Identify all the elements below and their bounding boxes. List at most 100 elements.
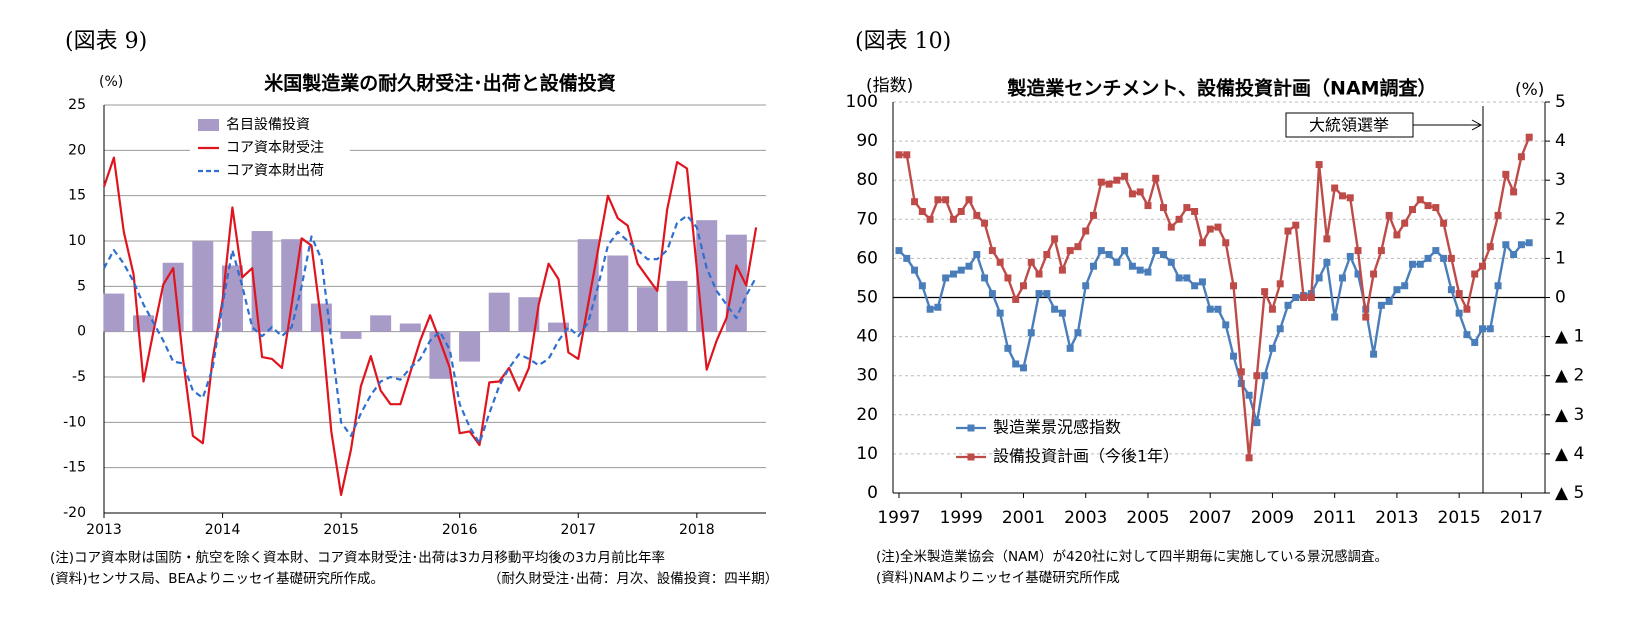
marker	[1455, 309, 1463, 317]
marker	[973, 250, 981, 258]
y2-tick-label: 3	[1555, 170, 1566, 190]
marker	[1377, 301, 1385, 309]
marker	[1408, 260, 1416, 268]
marker	[1338, 274, 1346, 282]
marker	[1315, 274, 1323, 282]
marker	[1284, 301, 1292, 309]
marker	[903, 151, 911, 159]
marker	[1401, 282, 1409, 290]
x-tick-label: 2015	[323, 522, 359, 538]
marker	[1222, 321, 1230, 329]
marker	[981, 219, 989, 227]
marker	[1315, 161, 1323, 169]
marker	[981, 274, 989, 282]
marker	[1463, 331, 1471, 339]
y-tick-label: 10	[68, 233, 86, 249]
marker	[1214, 223, 1222, 231]
marker	[965, 262, 973, 270]
marker	[1136, 266, 1144, 274]
marker	[1525, 239, 1533, 247]
bar	[548, 322, 570, 332]
marker	[1198, 278, 1206, 286]
marker	[957, 266, 965, 274]
bar	[607, 255, 629, 332]
y-tick-label: 60	[856, 248, 878, 268]
marker	[949, 215, 957, 223]
marker	[1455, 290, 1463, 298]
figure-label: (図表 10)	[855, 29, 951, 54]
marker	[918, 207, 926, 215]
bar	[370, 315, 392, 332]
marker	[1479, 325, 1486, 333]
marker	[1346, 194, 1354, 202]
marker	[1167, 258, 1175, 266]
marker	[1035, 290, 1043, 298]
series-line	[103, 214, 758, 445]
marker	[949, 270, 957, 278]
marker	[911, 198, 919, 206]
marker	[1268, 344, 1276, 352]
marker	[988, 290, 996, 298]
marker	[1019, 364, 1027, 372]
y-tick-label: 90	[856, 131, 878, 151]
marker	[1097, 178, 1105, 186]
x-tick-label: 2013	[1375, 508, 1418, 528]
marker	[1090, 211, 1097, 219]
y-tick-label: -10	[63, 414, 86, 430]
marker	[1074, 243, 1082, 251]
marker	[1043, 290, 1051, 298]
marker	[1175, 274, 1183, 282]
bar	[192, 241, 214, 332]
marker	[1113, 176, 1121, 184]
marker	[1393, 231, 1401, 239]
marker	[1066, 247, 1074, 255]
y-tick-label: 40	[856, 327, 878, 347]
y2-tick-label: 1	[1555, 248, 1566, 268]
marker	[1230, 282, 1238, 290]
bar	[221, 265, 243, 332]
x-tick-label: 2009	[1251, 508, 1294, 528]
bar	[399, 323, 421, 332]
marker	[1447, 254, 1455, 262]
marker	[1253, 372, 1261, 380]
marker	[1090, 262, 1097, 270]
marker	[934, 196, 942, 204]
marker	[1175, 215, 1183, 223]
x-tick-label: 1997	[877, 508, 920, 528]
marker	[1494, 211, 1502, 219]
marker	[1486, 325, 1494, 333]
marker	[1012, 360, 1020, 368]
bar	[577, 239, 599, 332]
marker	[1370, 350, 1378, 358]
y2-tick-label: 5	[1555, 92, 1566, 112]
marker	[996, 258, 1004, 266]
marker	[1440, 219, 1448, 227]
legend-label: 製造業景況感指数	[993, 418, 1121, 437]
marker	[1043, 250, 1051, 258]
marker	[1424, 202, 1432, 210]
marker	[1082, 282, 1090, 290]
bar	[488, 292, 510, 332]
marker	[1416, 260, 1424, 268]
y-tick-label: 70	[856, 209, 878, 229]
legend-label: コア資本財出荷	[226, 163, 324, 179]
marker	[1144, 268, 1152, 276]
marker	[1012, 295, 1020, 303]
marker	[1004, 274, 1012, 282]
chart-title: 製造業センチメント、設備投資計画（NAM調査）	[1006, 77, 1436, 100]
marker	[1331, 184, 1339, 192]
y2-tick-label: ▲ 2	[1555, 366, 1584, 386]
y-axis-label: (%)	[99, 74, 123, 90]
y-tick-label: 20	[856, 405, 878, 425]
x-tick-label: 2017	[1500, 508, 1543, 528]
marker	[1510, 188, 1518, 196]
marker	[934, 303, 942, 311]
marker	[1206, 305, 1214, 313]
marker	[1517, 153, 1525, 161]
y-axis-label: (指数)	[866, 76, 913, 96]
y-tick-label: 0	[77, 324, 86, 340]
marker	[1128, 262, 1136, 270]
marker	[1191, 207, 1199, 215]
x-tick-label: 2016	[442, 522, 478, 538]
marker	[1222, 239, 1230, 247]
